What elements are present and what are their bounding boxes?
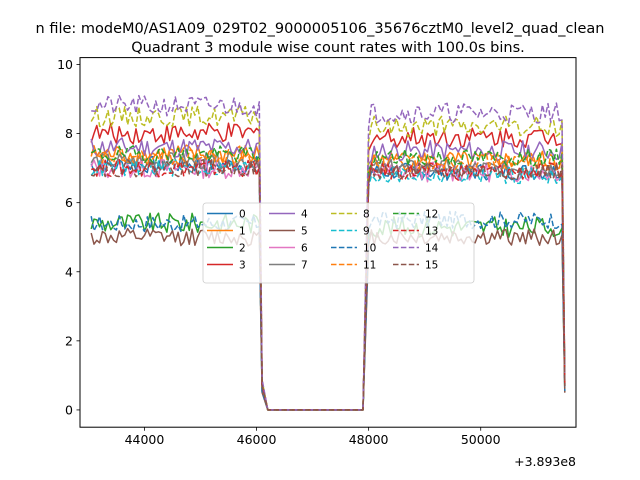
- y-tick-label: 8: [65, 126, 73, 141]
- legend-label-1: 1: [239, 226, 246, 238]
- legend-label-8: 8: [363, 209, 370, 221]
- x-axis: 44000 46000 48000 50000: [125, 427, 501, 447]
- x-tick-label: 46000: [237, 432, 277, 447]
- legend-label-2: 2: [239, 243, 246, 255]
- legend-label-11: 11: [363, 260, 376, 272]
- plot-lines: [90, 94, 566, 411]
- y-tick-label: 0: [65, 402, 73, 417]
- legend-label-14: 14: [425, 243, 439, 255]
- legend-label-0: 0: [239, 209, 246, 221]
- series-line-6: [90, 157, 566, 411]
- x-tick-label: 48000: [349, 432, 389, 447]
- chart-suptitle: n file: modeM0/AS1A09_029T02_9000005106_…: [36, 21, 605, 37]
- y-tick-label: 4: [65, 264, 73, 279]
- x-offset-label: +3.893e8: [514, 454, 576, 469]
- x-tick-label: 50000: [461, 432, 501, 447]
- chart-title: Quadrant 3 module wise count rates with …: [131, 40, 525, 56]
- series-line-14: [91, 94, 566, 411]
- series-line-15: [90, 158, 566, 411]
- series-line-9: [90, 159, 566, 411]
- legend-label-10: 10: [363, 243, 376, 255]
- legend-label-15: 15: [425, 260, 438, 272]
- y-tick-label: 10: [57, 57, 73, 72]
- legend-label-12: 12: [425, 209, 438, 221]
- series-line-13: [91, 159, 566, 411]
- y-axis: 0 2 4 6 8 10: [57, 57, 80, 417]
- legend-label-7: 7: [301, 260, 308, 272]
- legend-label-9: 9: [363, 226, 370, 238]
- y-tick-label: 6: [65, 195, 73, 210]
- legend-box: [202, 202, 475, 284]
- legend-label-4: 4: [301, 209, 308, 221]
- legend-label-3: 3: [239, 260, 246, 272]
- plot-frame: [79, 57, 577, 428]
- y-tick-label: 2: [65, 333, 73, 348]
- legend-label-5: 5: [301, 226, 308, 238]
- legend-label-13: 13: [425, 226, 438, 238]
- x-tick-label: 44000: [125, 432, 165, 447]
- legend-label-6: 6: [301, 243, 308, 255]
